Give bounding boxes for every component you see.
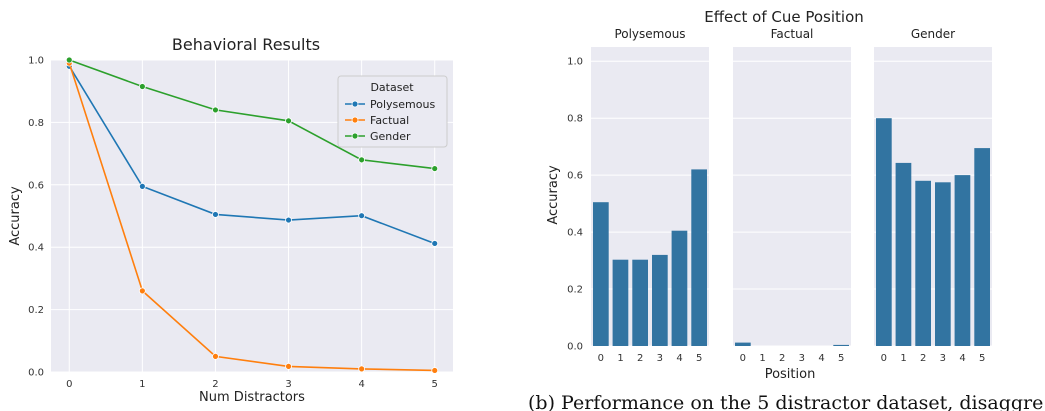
x-tick-label: 4 xyxy=(358,379,364,390)
data-point-polysemous xyxy=(138,182,146,190)
bar-position-1 xyxy=(612,259,629,346)
y-tick-label: 0.6 xyxy=(28,180,44,191)
bar-position-0 xyxy=(876,118,892,346)
series-line-gender xyxy=(69,59,435,170)
behavioral-results-chart: Behavioral Results 0 1 2 3 4 5 0.0 0.2 0.4 0.6 0.8… xyxy=(8,35,453,405)
bar-position-4 xyxy=(671,230,688,346)
chart-title: Behavioral Results xyxy=(172,35,320,54)
data-point-factual xyxy=(212,352,219,360)
facet-polysemous: Polysemous 0 1 2 3 4 5 xyxy=(591,27,709,364)
data-point-factual xyxy=(431,367,439,374)
x-tick-label: 2 xyxy=(920,353,926,364)
x-tick-label: 3 xyxy=(657,353,663,364)
x-tick-label: 0 xyxy=(598,353,604,364)
y-tick-label: 1.0 xyxy=(28,56,44,67)
y-tick-label: 0.0 xyxy=(567,342,583,353)
legend-swatch-marker xyxy=(351,116,359,124)
x-tick-label: 0 xyxy=(66,379,72,390)
y-tick-label: 0.2 xyxy=(28,305,44,316)
data-point-polysemous xyxy=(212,211,219,218)
y-axis-label: Accuracy xyxy=(546,165,561,225)
x-tick-label: 3 xyxy=(285,379,291,390)
x-tick-label: 1 xyxy=(900,353,906,364)
facet-title: Gender xyxy=(911,27,955,41)
y-tick-label: 0.8 xyxy=(567,114,583,125)
data-point-factual xyxy=(285,362,292,370)
x-axis-label: Position xyxy=(765,367,816,382)
facet-plot-area xyxy=(733,47,851,346)
x-tick-label: 3 xyxy=(799,353,805,364)
legend-swatch-marker xyxy=(351,100,359,108)
y-tick-label: 0.2 xyxy=(567,285,583,296)
x-tick-label: 0 xyxy=(740,353,746,364)
x-tick-label: 1 xyxy=(139,379,145,390)
legend-title: Dataset xyxy=(370,81,414,94)
series-line-polysemous xyxy=(68,65,435,245)
x-tick-label: 5 xyxy=(432,379,438,390)
data-point-gender xyxy=(65,56,73,64)
bar-position-1 xyxy=(895,162,912,346)
data-point-gender xyxy=(358,156,366,164)
x-tick-label: 4 xyxy=(818,353,824,364)
y-tick-label: 0.4 xyxy=(567,228,583,239)
x-tick-label: 2 xyxy=(779,353,785,364)
legend-item-label: Polysemous xyxy=(370,98,435,111)
bar-position-2 xyxy=(632,259,648,346)
series-line-factual xyxy=(68,62,435,372)
bar-position-4 xyxy=(954,175,971,346)
facet-title: Polysemous xyxy=(614,27,685,41)
data-point-polysemous xyxy=(285,216,292,224)
data-point-factual xyxy=(358,365,366,373)
data-point-gender xyxy=(212,106,219,114)
y-axis-label: Accuracy xyxy=(8,186,23,246)
x-tick-label: 2 xyxy=(637,353,643,364)
legend-swatch-marker xyxy=(351,132,359,140)
y-tick-label: 1.0 xyxy=(567,57,583,68)
x-axis-label: Num Distractors xyxy=(199,390,305,405)
facet-factual: Factual 0 1 2 3 4 5 xyxy=(733,27,851,364)
bar-position-0 xyxy=(593,202,609,346)
x-tick-label: 4 xyxy=(959,353,965,364)
bar-position-0 xyxy=(735,342,751,346)
bar-position-5 xyxy=(974,148,990,346)
legend-box xyxy=(337,75,448,148)
bar-position-2 xyxy=(915,180,931,346)
y-tick-label: 0.0 xyxy=(28,368,44,379)
legend-item-label: Factual xyxy=(370,114,409,127)
figure-caption: (b) Performance on the 5 distractor data… xyxy=(528,392,1044,411)
x-tick-label: 5 xyxy=(696,353,702,364)
y-tick-label: 0.8 xyxy=(28,118,44,129)
data-point-polysemous xyxy=(358,212,366,220)
data-point-gender xyxy=(285,117,292,125)
legend-item-label: Gender xyxy=(370,130,411,143)
data-point-gender xyxy=(431,165,439,172)
bar-position-3 xyxy=(935,182,951,346)
x-tick-label: 3 xyxy=(940,353,946,364)
legend: Dataset Polysemous Factual Gender xyxy=(337,75,448,148)
figure-title: Effect of Cue Position xyxy=(704,8,864,26)
data-point-factual xyxy=(138,287,146,295)
data-point-gender xyxy=(138,83,146,90)
x-tick-label: 5 xyxy=(838,353,844,364)
x-tick-label: 2 xyxy=(212,379,218,390)
data-point-polysemous xyxy=(431,240,439,247)
bar-position-3 xyxy=(652,254,668,346)
facet-plot-area xyxy=(591,47,709,346)
x-tick-label: 1 xyxy=(759,353,765,364)
facet-title: Factual xyxy=(771,27,814,41)
x-tick-label: 4 xyxy=(676,353,682,364)
x-tick-label: 5 xyxy=(979,353,985,364)
facet-plot-area xyxy=(874,47,992,346)
bar-position-5 xyxy=(691,169,707,346)
y-tick-label: 0.6 xyxy=(567,171,583,182)
y-tick-label: 0.4 xyxy=(28,243,44,254)
bar-position-5 xyxy=(833,344,849,346)
x-tick-label: 0 xyxy=(881,353,887,364)
x-tick-label: 1 xyxy=(617,353,623,364)
facet-gender: Gender 0 1 2 3 4 5 xyxy=(874,27,992,364)
